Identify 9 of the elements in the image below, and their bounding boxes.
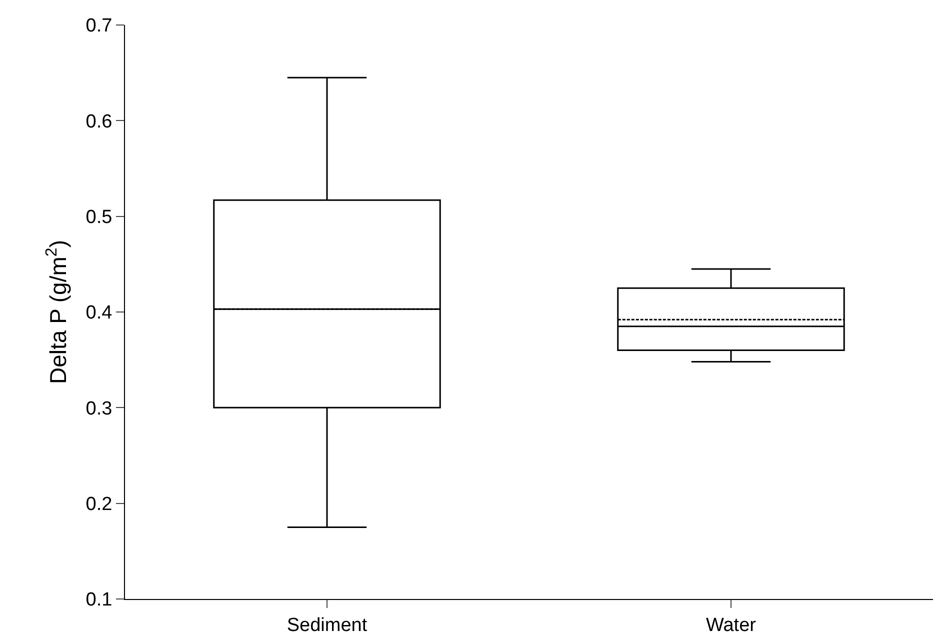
x-tick-label: Sediment: [286, 614, 368, 636]
y-tick-label: 0.1: [86, 590, 112, 611]
y-tick-label: 0.6: [86, 111, 112, 132]
x-tick-label: Water: [706, 614, 757, 636]
y-tick-label: 0.3: [86, 398, 112, 420]
y-tick-label: 0.4: [86, 302, 113, 324]
y-tick-label: 0.2: [86, 494, 112, 515]
y-tick-label: 0.7: [86, 16, 112, 37]
y-tick-label: 0.5: [86, 206, 112, 228]
